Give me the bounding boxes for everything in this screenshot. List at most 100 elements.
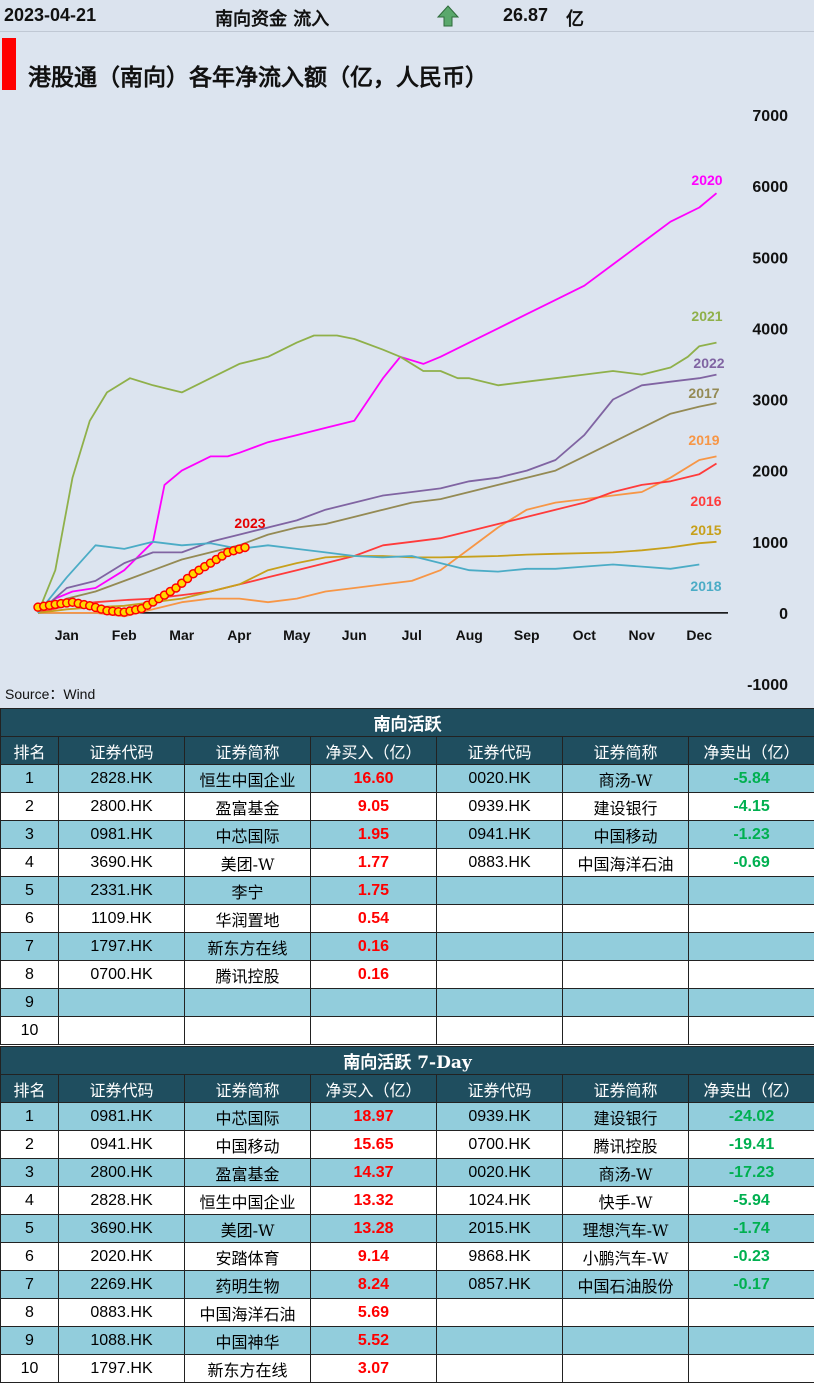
cell-buy-code: 0981.HK [58, 1102, 185, 1131]
series-line-2019 [38, 455, 717, 618]
cell-buy-code: 0700.HK [58, 960, 185, 989]
x-tick-label: Sep [514, 627, 540, 643]
cell-sell-val [687, 876, 814, 905]
table-header-row: 排名 证券代码 证券简称 净买入（亿） 证券代码 证券简称 净卖出（亿） [0, 1074, 814, 1103]
cell-buy-name: 美团-W [184, 1214, 311, 1243]
cell-buy-val: 16.60 [310, 764, 437, 793]
cell-buy-name: 中国移动 [184, 1130, 311, 1159]
y-tick-label: 1000 [752, 535, 788, 552]
series-line-2021 [37, 334, 717, 614]
cell-rank: 2 [0, 1130, 59, 1159]
cell-buy-val: 5.69 [310, 1298, 437, 1327]
x-tick-label: May [283, 627, 310, 643]
cell-sell-code [436, 904, 563, 933]
cell-rank: 9 [0, 988, 59, 1017]
series-label-2022: 2022 [693, 355, 724, 371]
cell-buy-name: 华润置地 [184, 904, 311, 933]
header-value: 26.87 [503, 5, 549, 25]
cell-buy-code [58, 1016, 185, 1045]
cell-buy-code: 2269.HK [58, 1270, 185, 1299]
cell-sell-name: 小鹏汽车-W [562, 1242, 689, 1271]
cell-buy-name: 美团-W [184, 848, 311, 877]
cell-buy-code: 1109.HK [58, 904, 185, 933]
cell-rank: 8 [0, 1298, 59, 1327]
cell-buy-val: 13.28 [310, 1214, 437, 1243]
cell-buy-val: 0.54 [310, 904, 437, 933]
line-chart: -1000 0 1000 2000 3000 4000 5000 6000 7000 Jan Feb… [33, 108, 788, 694]
column-header: 净卖出（亿） [687, 736, 814, 765]
cell-sell-val [687, 960, 814, 989]
series-label-2017: 2017 [688, 385, 719, 401]
x-tick-label: Jul [402, 627, 422, 643]
cell-buy-code: 3690.HK [58, 1214, 185, 1243]
cell-sell-code: 9868.HK [436, 1242, 563, 1271]
cell-buy-val: 14.37 [310, 1158, 437, 1187]
chart-area [0, 32, 814, 708]
series-label-2019: 2019 [688, 432, 719, 448]
cell-buy-code: 3690.HK [58, 848, 185, 877]
cell-buy-val [310, 988, 437, 1017]
cell-rank: 6 [0, 1242, 59, 1271]
cell-buy-val: 8.24 [310, 1270, 437, 1299]
cell-buy-name [184, 988, 311, 1017]
cell-rank: 8 [0, 960, 59, 989]
up-arrow-icon [436, 5, 460, 27]
cell-buy-code: 1797.HK [58, 1354, 185, 1383]
cell-sell-val: -0.69 [687, 848, 814, 877]
y-tick-label: 0 [779, 606, 788, 623]
cell-sell-name: 中国移动 [562, 820, 689, 849]
cell-sell-code: 0020.HK [436, 764, 563, 793]
x-tick-label: Jan [55, 627, 79, 643]
cell-sell-val: -1.74 [687, 1214, 814, 1243]
cell-buy-name [184, 1016, 311, 1045]
table-row: 9 1088.HK 中国神华 5.52 [0, 1326, 814, 1355]
cell-sell-name [562, 988, 689, 1017]
series-label-2015: 2015 [690, 522, 721, 538]
cell-buy-val: 1.95 [310, 820, 437, 849]
table-title-row: 南向活跃 7-Day [0, 1046, 814, 1075]
cell-rank: 4 [0, 848, 59, 877]
table-title: 南向活跃 [0, 708, 814, 737]
y-tick-label: -1000 [747, 677, 788, 694]
cell-sell-code: 2015.HK [436, 1214, 563, 1243]
cell-buy-name: 安踏体育 [184, 1242, 311, 1271]
series-label-2018: 2018 [690, 578, 721, 594]
cell-sell-name: 建设银行 [562, 792, 689, 821]
series-line-2018 [37, 540, 700, 614]
y-tick-label: 2000 [752, 464, 788, 481]
x-tick-label: Aug [456, 627, 483, 643]
cell-buy-val: 9.05 [310, 792, 437, 821]
cell-sell-code [436, 932, 563, 961]
table-row: 9 [0, 988, 814, 1017]
table-row: 7 2269.HK 药明生物 8.24 0857.HK 中国石油股份 -0.17 [0, 1270, 814, 1299]
cell-buy-val: 18.97 [310, 1102, 437, 1131]
source-note: Source：Wind [5, 686, 96, 702]
cell-buy-name: 中国神华 [184, 1326, 311, 1355]
cell-sell-val [687, 1326, 814, 1355]
table-title: 南向活跃 7-Day [0, 1046, 814, 1075]
cell-sell-code [436, 1326, 563, 1355]
table-row: 1 2828.HK 恒生中国企业 16.60 0020.HK 商汤-W -5.84 [0, 764, 814, 793]
table-row: 10 [0, 1016, 814, 1045]
cell-sell-code: 0941.HK [436, 820, 563, 849]
cell-buy-val: 15.65 [310, 1130, 437, 1159]
cell-buy-name: 李宁 [184, 876, 311, 905]
y-tick-label: 7000 [752, 108, 788, 125]
cell-sell-val: -5.94 [687, 1186, 814, 1215]
cell-buy-val: 13.32 [310, 1186, 437, 1215]
title-accent-bar [2, 38, 16, 90]
cell-buy-name: 恒生中国企业 [184, 764, 311, 793]
cell-buy-code: 2800.HK [58, 1158, 185, 1187]
cell-sell-name [562, 904, 689, 933]
column-header: 证券代码 [436, 736, 563, 765]
header-label: 南向资金 流入 [215, 9, 330, 30]
table-row: 6 1109.HK 华润置地 0.54 [0, 904, 814, 933]
column-header: 净卖出（亿） [687, 1074, 814, 1103]
column-header: 证券简称 [562, 736, 689, 765]
cell-buy-name: 中芯国际 [184, 820, 311, 849]
cell-buy-name: 药明生物 [184, 1270, 311, 1299]
cell-buy-val: 1.75 [310, 876, 437, 905]
cell-buy-code: 1797.HK [58, 932, 185, 961]
cell-sell-val [687, 904, 814, 933]
x-tick-label: Dec [686, 627, 712, 643]
